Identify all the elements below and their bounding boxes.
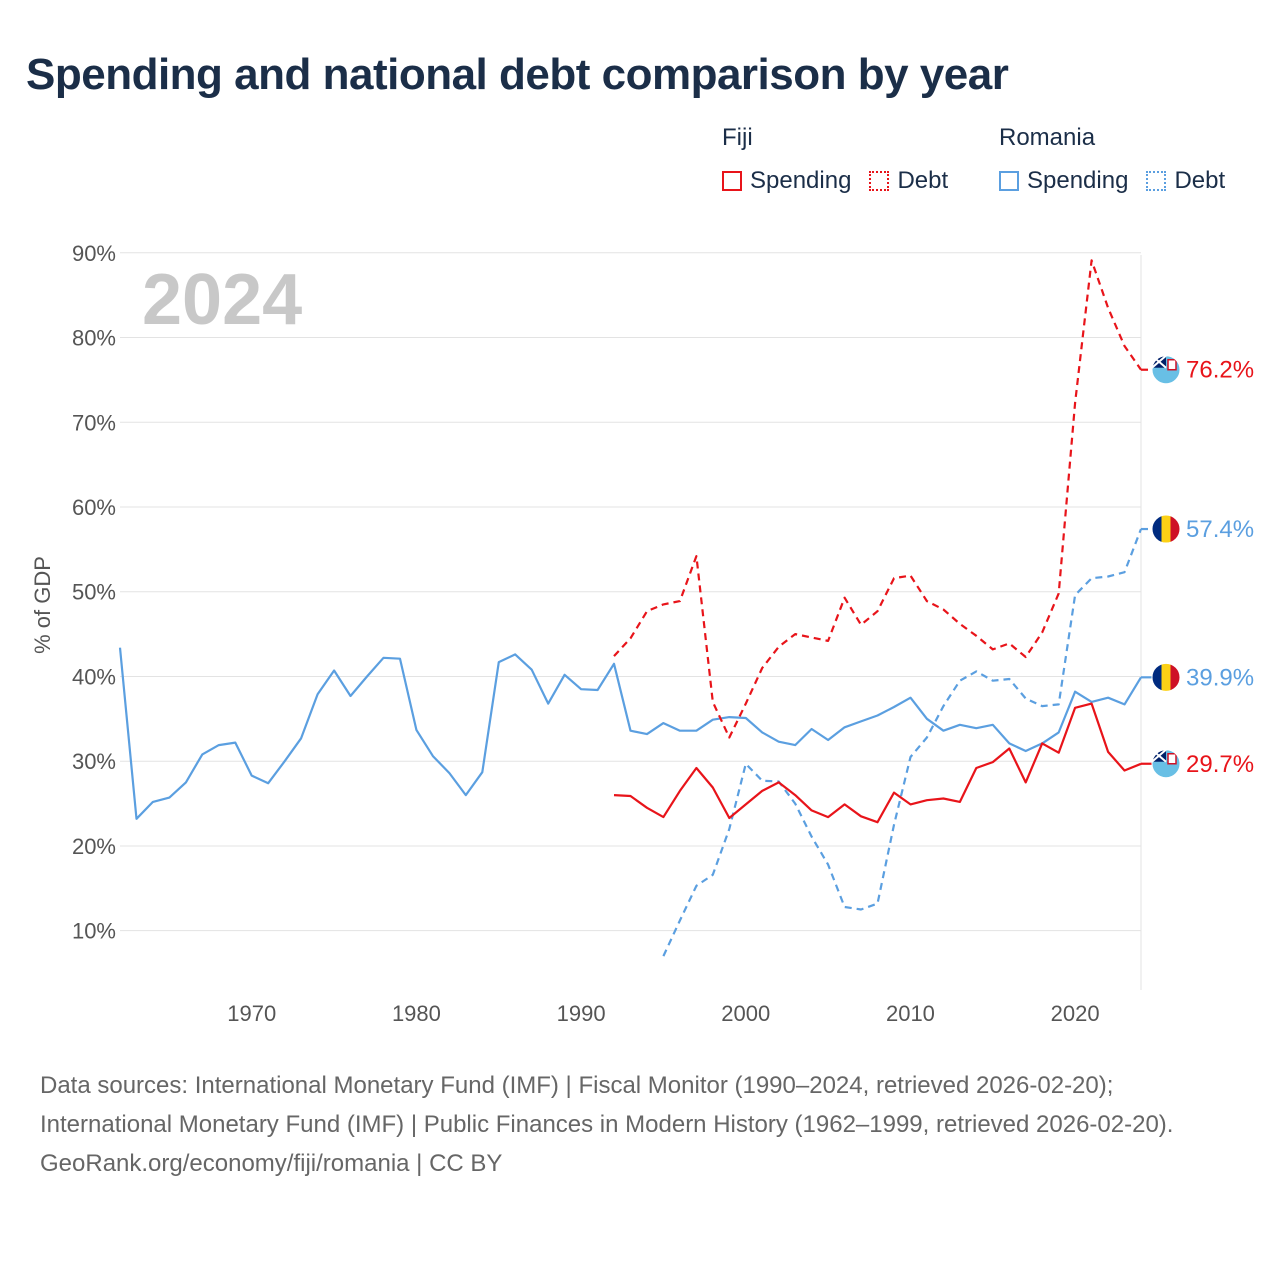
- credit-link[interactable]: GeoRank.org/economy/fiji/romania | CC BY: [40, 1150, 503, 1177]
- flag-ring: [1151, 662, 1181, 692]
- flag-ring: [1151, 514, 1181, 544]
- flag-stripe-red: [1170, 515, 1180, 544]
- legend-item-romania-debt[interactable]: Debt: [1146, 167, 1225, 195]
- x-tick-label: 2020: [1051, 1001, 1100, 1026]
- legend-item-fiji-debt[interactable]: Debt: [869, 167, 948, 195]
- end-value-label: 57.4%: [1186, 516, 1254, 543]
- dotted-line-swatch-icon: [1146, 171, 1167, 191]
- flag-stripe-yellow: [1161, 663, 1171, 692]
- data-sources: Data sources: International Monetary Fun…: [40, 1072, 1174, 1138]
- flag-ring: [1151, 355, 1181, 385]
- fiji-debt-line: [613, 259, 1142, 739]
- flag-stripe-blue: [1152, 663, 1162, 692]
- flag-stripe-yellow: [1161, 515, 1171, 544]
- fiji-flag-body: [1152, 355, 1180, 384]
- flag-stripe-red: [1170, 663, 1180, 692]
- fiji-flag-icon: [1151, 749, 1181, 779]
- dotted-line-swatch-icon: [869, 171, 890, 191]
- line-chart: 2024 % of GDP 10% 20% 30% 40% 50% 60% 70% 80% 90…: [30, 241, 1254, 1026]
- legend-label: Debt: [1174, 167, 1226, 194]
- solid-line-swatch-icon: [722, 171, 742, 191]
- page-title: Spending and national debt comparison by…: [26, 50, 1009, 99]
- x-tick-label: 2000: [721, 1001, 770, 1026]
- fiji-flag-body: [1152, 749, 1180, 778]
- end-value-label: 39.9%: [1186, 664, 1254, 691]
- solid-line-swatch-icon: [999, 171, 1019, 191]
- y-tick-label: 10%: [72, 919, 116, 944]
- legend-group-romania: Romania Spending Debt: [999, 122, 1243, 196]
- legend-group-fiji: Fiji Spending Debt: [722, 122, 966, 196]
- romania-spending-line: [118, 647, 1142, 820]
- romania-flag-stripes: [1152, 663, 1180, 692]
- romania-flag-icon: [1151, 662, 1181, 692]
- legend-group-name: Romania: [999, 124, 1096, 151]
- legend-label: Spending: [1027, 167, 1129, 194]
- legend-label: Spending: [750, 167, 852, 194]
- y-tick-label: 20%: [72, 834, 116, 859]
- fiji-spending-line: [613, 702, 1142, 824]
- end-value-label: 29.7%: [1186, 751, 1254, 778]
- romania-flag-stripes: [1152, 515, 1180, 544]
- fiji-flag-icon: [1151, 355, 1181, 385]
- flag-stripe-blue: [1152, 515, 1162, 544]
- flag-shield: [1167, 753, 1177, 765]
- legend-item-fiji-spending[interactable]: Spending: [722, 167, 851, 195]
- legend-label: Debt: [897, 167, 949, 194]
- y-tick-label: 90%: [72, 241, 116, 266]
- flag-ring: [1151, 749, 1181, 779]
- y-tick-label: 70%: [72, 410, 116, 435]
- romania-flag-icon: [1151, 514, 1181, 544]
- y-axis-label: % of GDP: [30, 556, 55, 654]
- legend-group-name: Fiji: [722, 124, 753, 151]
- end-value-label: 76.2%: [1186, 357, 1254, 384]
- footer: Data sources: International Monetary Fun…: [40, 1066, 1240, 1183]
- romania-debt-line: [662, 528, 1143, 957]
- y-tick-label: 40%: [72, 664, 116, 689]
- y-tick-label: 60%: [72, 495, 116, 520]
- y-tick-label: 30%: [72, 749, 116, 774]
- flag-shield: [1167, 358, 1177, 371]
- y-tick-label: 50%: [72, 580, 116, 605]
- legend-item-romania-spending[interactable]: Spending: [999, 167, 1128, 195]
- y-tick-label: 80%: [72, 326, 116, 351]
- x-tick-label: 1990: [557, 1001, 606, 1026]
- x-tick-label: 1970: [227, 1001, 276, 1026]
- x-tick-label: 1980: [392, 1001, 441, 1026]
- x-tick-label: 2010: [886, 1001, 935, 1026]
- year-watermark: 2024: [142, 260, 302, 340]
